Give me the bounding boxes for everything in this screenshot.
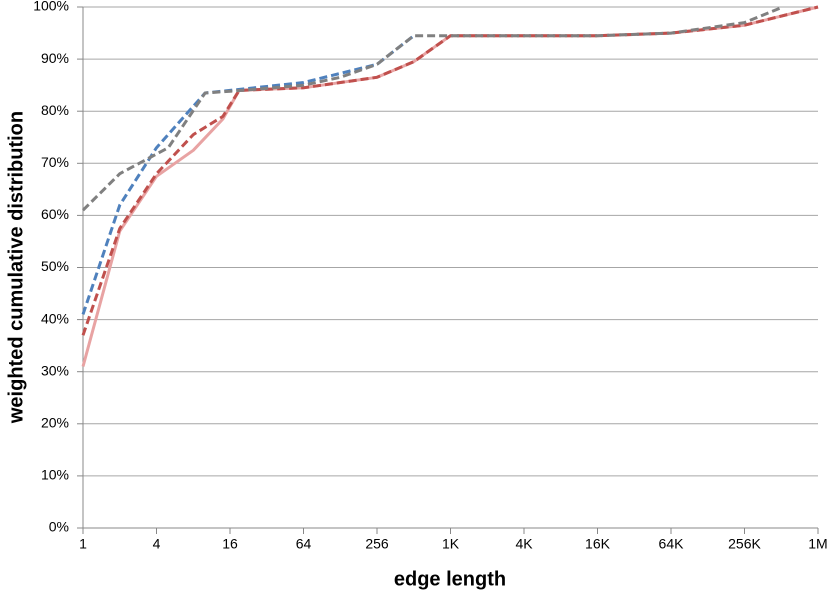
y-tick-label: 0% — [49, 519, 69, 535]
x-tick-label: 1M — [808, 536, 827, 552]
x-tick-label: 256K — [728, 536, 761, 552]
y-tick-label: 90% — [41, 50, 69, 66]
y-tick-label: 50% — [41, 258, 69, 274]
y-tick-label: 30% — [41, 362, 69, 378]
y-axis-title: weighted cumulative distribution — [5, 111, 27, 424]
x-tick-label: 4K — [515, 536, 533, 552]
y-tick-label: 70% — [41, 154, 69, 170]
y-tick-label: 20% — [41, 415, 69, 431]
series-line — [81, 5, 819, 367]
x-tick-label: 1 — [79, 536, 87, 552]
y-tick-label: 60% — [41, 206, 69, 222]
x-axis-title: edge length — [394, 568, 506, 590]
x-tick-label: 64 — [296, 536, 312, 552]
y-tick-label: 80% — [41, 102, 69, 118]
series-line — [81, 5, 819, 336]
y-tick-label: 40% — [41, 310, 69, 326]
x-tick-label: 4 — [153, 536, 161, 552]
x-tick-label: 16 — [222, 536, 238, 552]
x-tick-label: 16K — [585, 536, 611, 552]
y-tick-label: 10% — [41, 467, 69, 483]
x-tick-label: 64K — [659, 536, 685, 552]
series-line — [81, 5, 784, 212]
x-tick-label: 1K — [442, 536, 460, 552]
series-line — [81, 34, 415, 315]
x-tick-label: 256 — [365, 536, 389, 552]
y-tick-label: 100% — [33, 0, 69, 14]
